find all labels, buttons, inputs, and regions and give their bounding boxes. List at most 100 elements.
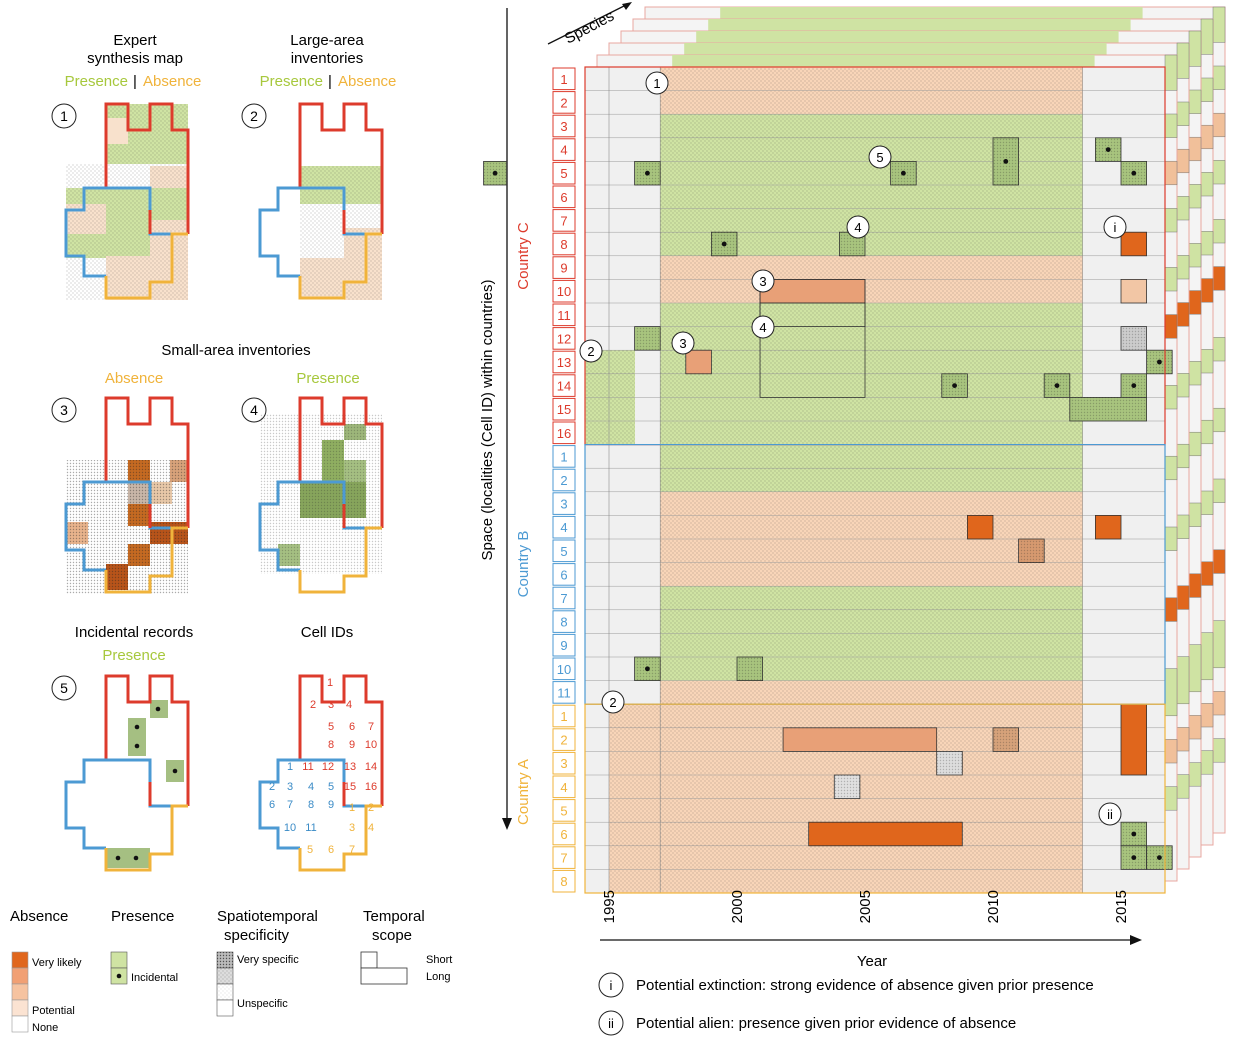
- species-layer-edge-cell: [1176, 514, 1190, 539]
- species-layer-edge-cell: [1176, 148, 1190, 174]
- callout-circle: [1098, 802, 1122, 826]
- species-layer-edge-cell: [1164, 267, 1178, 292]
- species-layer-edge-cell: [1200, 561, 1214, 586]
- row-id-label: 8: [560, 874, 567, 889]
- species-layer-edge-cell: [1176, 302, 1190, 327]
- year-tick-label: 2010: [985, 890, 1002, 923]
- callout-circle: [579, 339, 603, 363]
- panel-2-large-area: Large-area inventories Presence | Absenc…: [241, 32, 396, 300]
- incidental-dot: [1131, 170, 1137, 176]
- cell-id-c: 12: [322, 761, 334, 773]
- row-id-box: [552, 869, 576, 893]
- legend-none: None: [32, 1022, 58, 1034]
- row-id-label: 9: [560, 261, 567, 276]
- row-id-box: [552, 681, 576, 704]
- row-id-box: [552, 209, 576, 232]
- row-id-box: [552, 279, 576, 303]
- row-id-label: 7: [560, 851, 567, 866]
- country-b-label: Country B: [515, 531, 532, 598]
- cell-id-c: 8: [328, 739, 334, 751]
- scope-box: [759, 278, 866, 398]
- year-tick-label: 2005: [857, 890, 874, 923]
- record-cell-texture: [634, 326, 661, 351]
- species-layer-edge-cell: [1200, 490, 1214, 515]
- species-layer-edge-cell: [1176, 42, 1190, 79]
- species-layer-edge-cell: [1200, 632, 1214, 681]
- row-id-label: 3: [560, 756, 567, 771]
- species-layer-edge-cell: [1176, 585, 1190, 610]
- species-layer-edge-cell: [1200, 77, 1214, 102]
- row-id-box: [552, 327, 576, 350]
- species-layer-edge-cell: [1212, 337, 1226, 362]
- panel-3-small-area-absence: Absence 3: [51, 370, 190, 594]
- callout-circle: [751, 269, 775, 293]
- record-cell: [1120, 231, 1148, 257]
- species-layer-edge-cell: [1200, 278, 1214, 303]
- row-id-box: [552, 492, 576, 515]
- species-layer-edge-cell: [1164, 597, 1178, 622]
- legend-incidental: Incidental: [131, 972, 178, 984]
- cell-id-c: 9: [349, 739, 355, 751]
- species-layer-edge-cell: [1164, 455, 1178, 481]
- scope-box: [759, 302, 866, 328]
- panel-4-label: Presence: [296, 370, 359, 387]
- row-id-label: 11: [557, 308, 571, 323]
- species-layer-edge-cell: [1188, 89, 1202, 114]
- row-id-label: 7: [560, 213, 567, 228]
- species-layer-edge-cell: [1212, 549, 1226, 574]
- incidental-dot: [1157, 855, 1162, 860]
- species-layer-edge-cell: [1188, 573, 1202, 598]
- callout-label: 2: [609, 695, 616, 710]
- species-layer-edge-cell: [1200, 703, 1214, 728]
- panel-2-number: 2: [250, 108, 258, 124]
- callout-label: 1: [653, 76, 660, 91]
- panel-2-title-line1: Large-area: [290, 32, 364, 49]
- legend: Absence Very likely Potential None Prese…: [10, 908, 452, 1034]
- incidental-dot: [901, 170, 906, 176]
- species-layer-edge-cell: [1188, 361, 1202, 386]
- panel-1-title-line1: Expert: [113, 32, 157, 49]
- cell-id-b: 5: [328, 781, 334, 793]
- row-id-box: [552, 775, 576, 799]
- incidental-dot: [1131, 855, 1137, 860]
- row-id-label: 13: [557, 355, 571, 370]
- legend-long: Long: [426, 971, 450, 983]
- row-id-label: 8: [560, 615, 567, 630]
- row-id-box: [552, 397, 576, 421]
- species-layer-edge-cell: [1188, 644, 1202, 693]
- callout-circle: [671, 331, 695, 355]
- species-layer-edge-cell: [1200, 231, 1214, 256]
- cell-id-c: 13: [344, 761, 356, 773]
- panel-4-small-area-presence: Presence 4: [241, 370, 384, 594]
- panel-1-number-circle: [51, 103, 77, 129]
- species-layer-edge-cell: [1212, 266, 1226, 291]
- panel-2-absence-label: Absence: [338, 73, 396, 90]
- row-id-label: 2: [560, 733, 567, 748]
- row-id-box: [552, 350, 576, 374]
- panel-3-label: Absence: [105, 370, 163, 387]
- record-cell: [1120, 278, 1148, 304]
- record-cell: [1120, 703, 1148, 776]
- row-id-label: 4: [560, 143, 567, 158]
- legend-spec-title-1: Spatiotemporal: [217, 908, 318, 925]
- species-layer-edge-cell: [1176, 101, 1190, 126]
- row-id-label: 2: [560, 95, 567, 110]
- year-tick-label: 2000: [729, 890, 746, 923]
- species-label: Species: [562, 7, 617, 47]
- species-layer-edge-cell: [1164, 208, 1178, 233]
- row-id-box: [552, 704, 576, 728]
- row-id-box: [552, 185, 576, 209]
- species-layer-edge-cell: [1164, 786, 1178, 811]
- cell-id-b: 6: [269, 799, 275, 811]
- cell-id-c: 5: [328, 721, 334, 733]
- row-id-label: 11: [557, 685, 571, 700]
- row-id-box: [552, 468, 576, 492]
- record-cell-texture: [993, 727, 1019, 752]
- record-cell-texture: [1069, 397, 1147, 421]
- species-layer-top-band: [672, 55, 1095, 68]
- cell-id-b: 3: [287, 781, 293, 793]
- species-layer-top-band: [708, 19, 1131, 32]
- cell-id-b: 4: [308, 781, 314, 793]
- species-layer-edge-cell: [1200, 124, 1214, 150]
